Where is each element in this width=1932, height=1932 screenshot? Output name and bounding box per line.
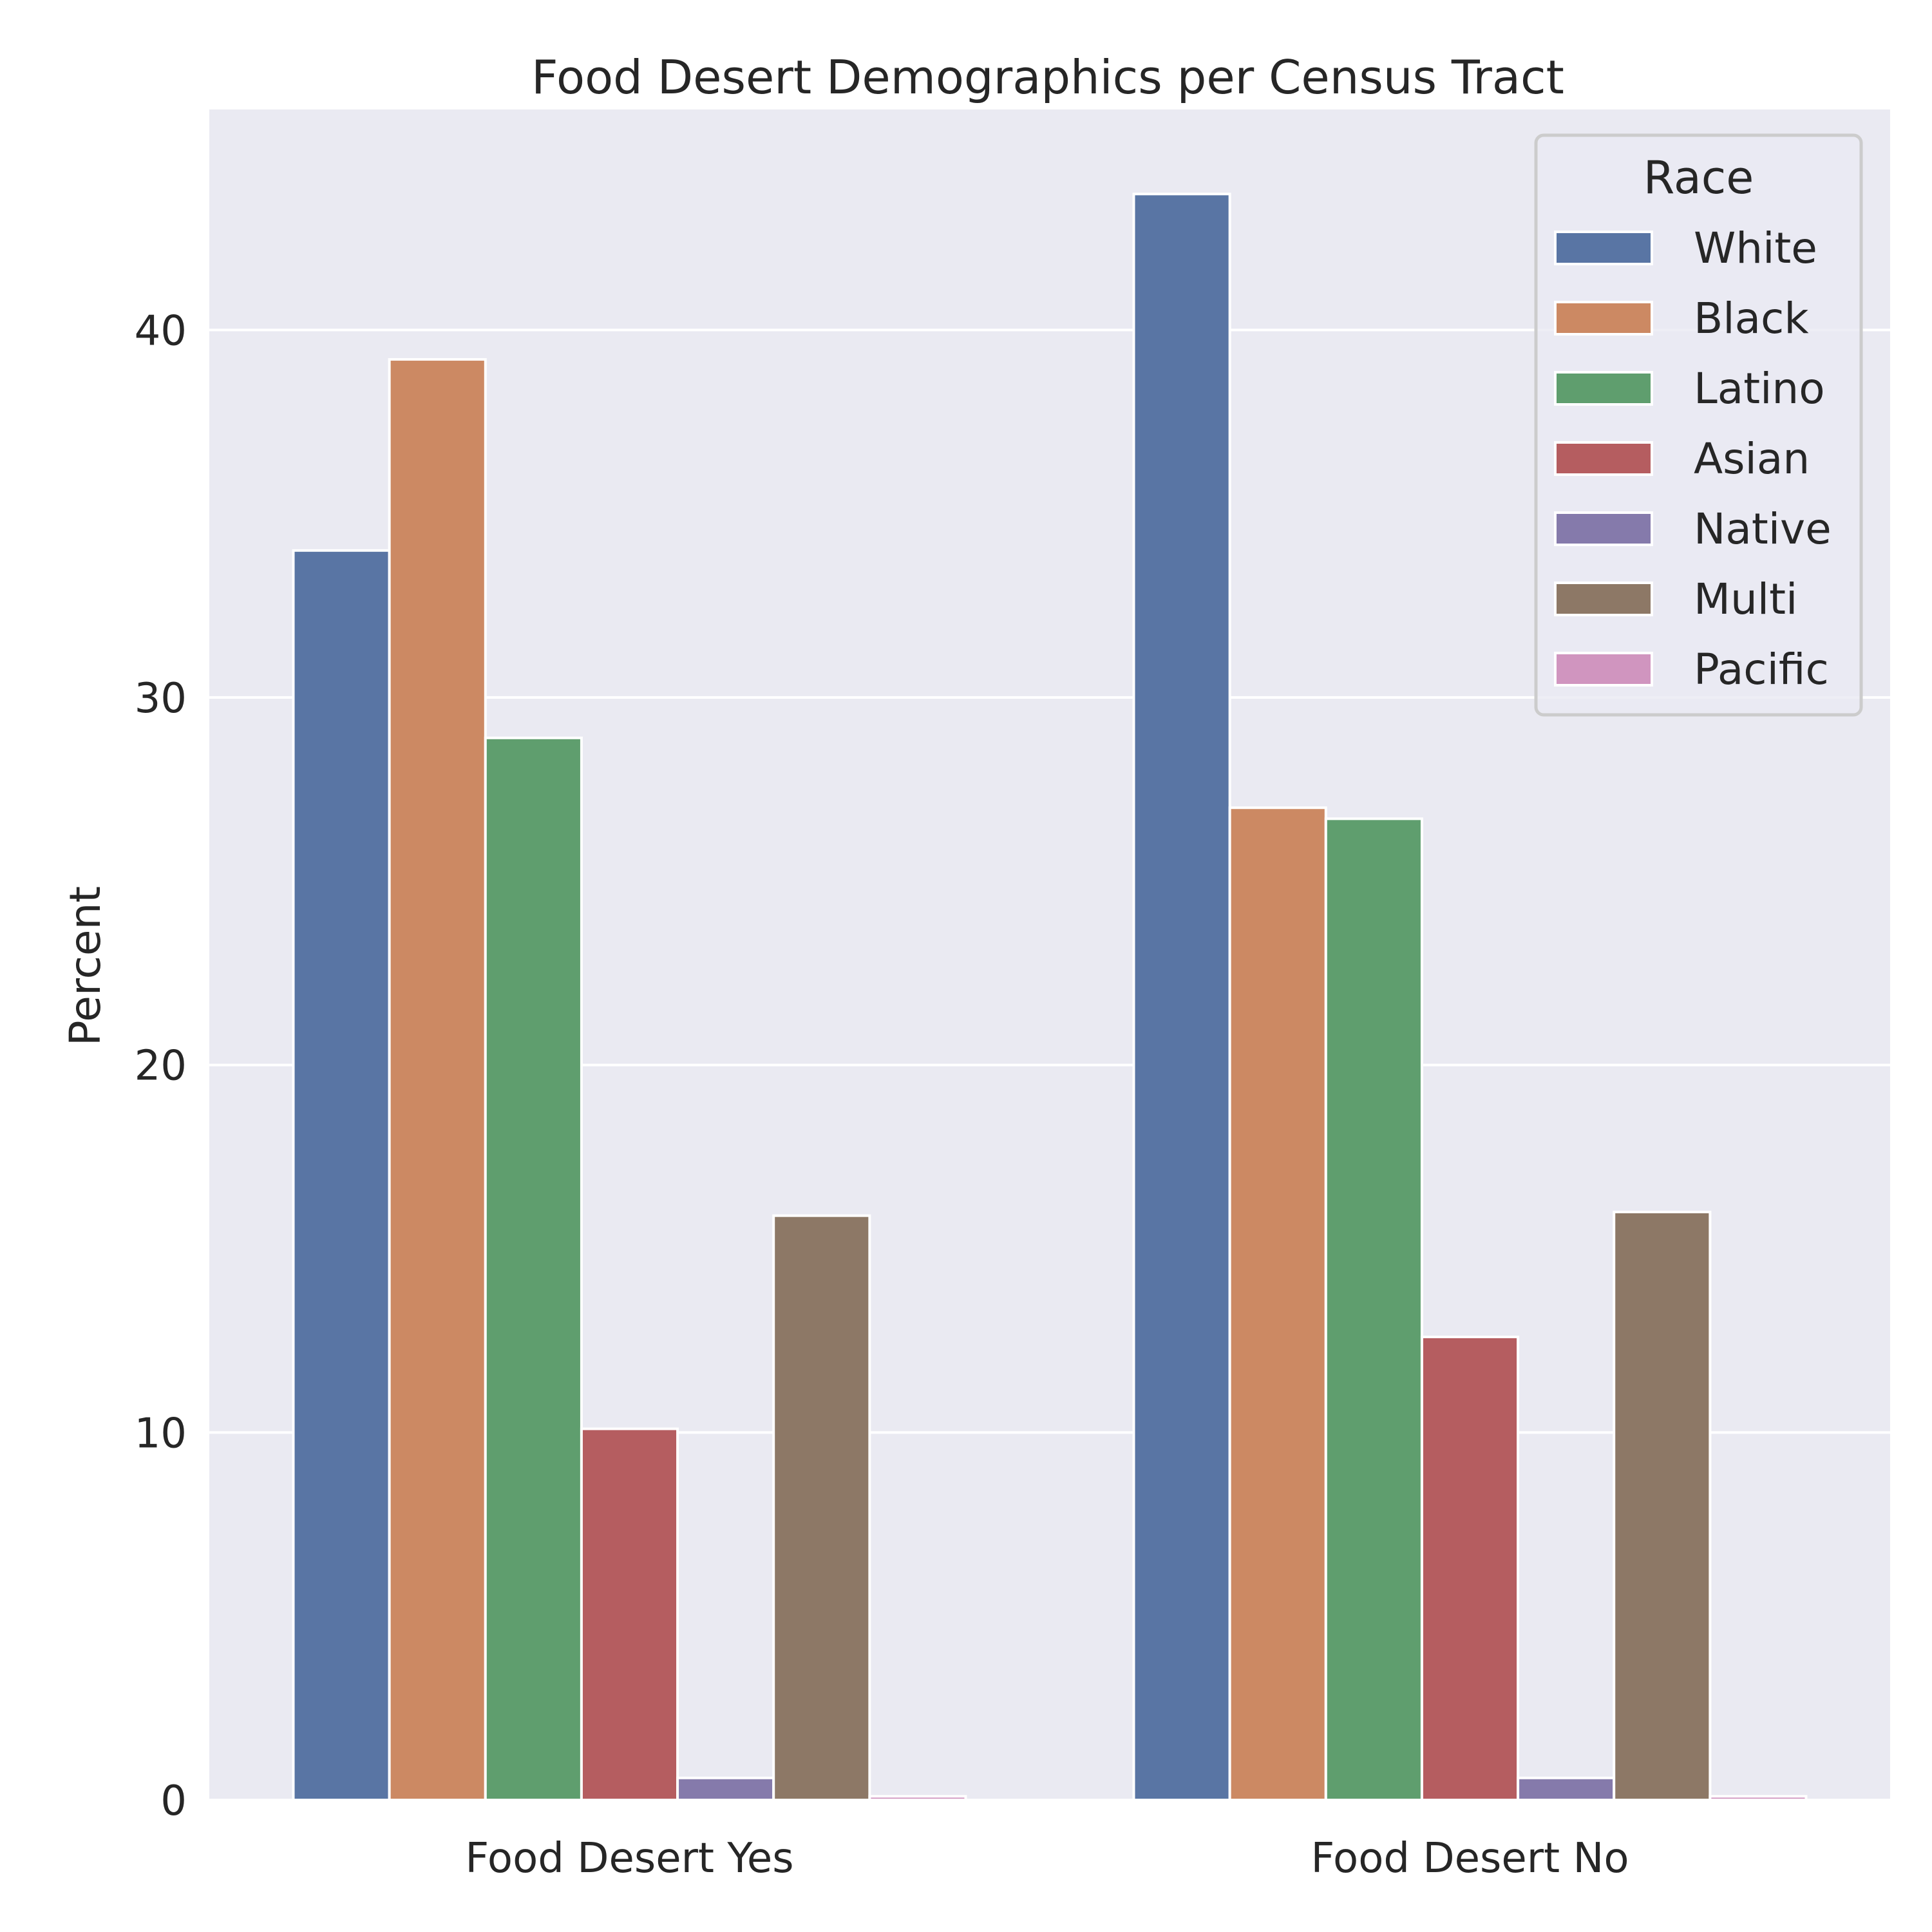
y-axis-label: Percent [61,886,110,1046]
legend-label-white: White [1694,223,1817,273]
y-tick-label: 40 [135,307,187,355]
bar-native-yes [676,1776,775,1802]
bar-pacific-no [1709,1795,1808,1801]
legend-box [1534,133,1863,717]
bar-multi-no [1613,1210,1712,1801]
legend: Race White Black Latino Asian Native Multi Paci… [1534,133,1863,717]
bar-pacific-yes [868,1795,967,1801]
legend-swatch-latino [1554,371,1653,406]
bar-black-yes [388,358,487,1801]
bar-white-no [1132,193,1231,1801]
bar-latino-no [1324,817,1423,1801]
legend-swatch-multi [1554,582,1653,616]
y-tick-label: 0 [160,1777,187,1825]
bar-asian-no [1420,1335,1520,1801]
y-tick-label: 30 [135,675,187,723]
bar-white-yes [292,549,391,1801]
y-tick-label: 20 [135,1043,187,1090]
bar-native-no [1517,1776,1616,1802]
x-tick-label: Food Desert No [1311,1835,1629,1882]
legend-title: Race [1643,151,1754,204]
legend-swatch-asian [1554,441,1653,476]
legend-swatch-white [1554,231,1653,265]
bar-asian-yes [580,1427,679,1802]
legend-swatch-native [1554,511,1653,546]
chart-title: Food Desert Demographics per Census Trac… [531,50,1564,104]
legend-label-multi: Multi [1694,574,1797,624]
bar-latino-yes [484,736,583,1801]
legend-swatch-black [1554,301,1653,336]
bar-black-no [1228,806,1327,1801]
x-tick-label: Food Desert Yes [465,1835,793,1882]
legend-label-asian: Asian [1694,434,1810,484]
legend-label-native: Native [1694,504,1832,554]
y-tick-label: 10 [135,1410,187,1457]
legend-swatch-pacific [1554,652,1653,687]
bar-multi-yes [772,1214,871,1802]
legend-label-latino: Latino [1694,364,1825,413]
legend-label-black: Black [1694,294,1809,343]
legend-label-pacific: Pacific [1694,645,1829,694]
